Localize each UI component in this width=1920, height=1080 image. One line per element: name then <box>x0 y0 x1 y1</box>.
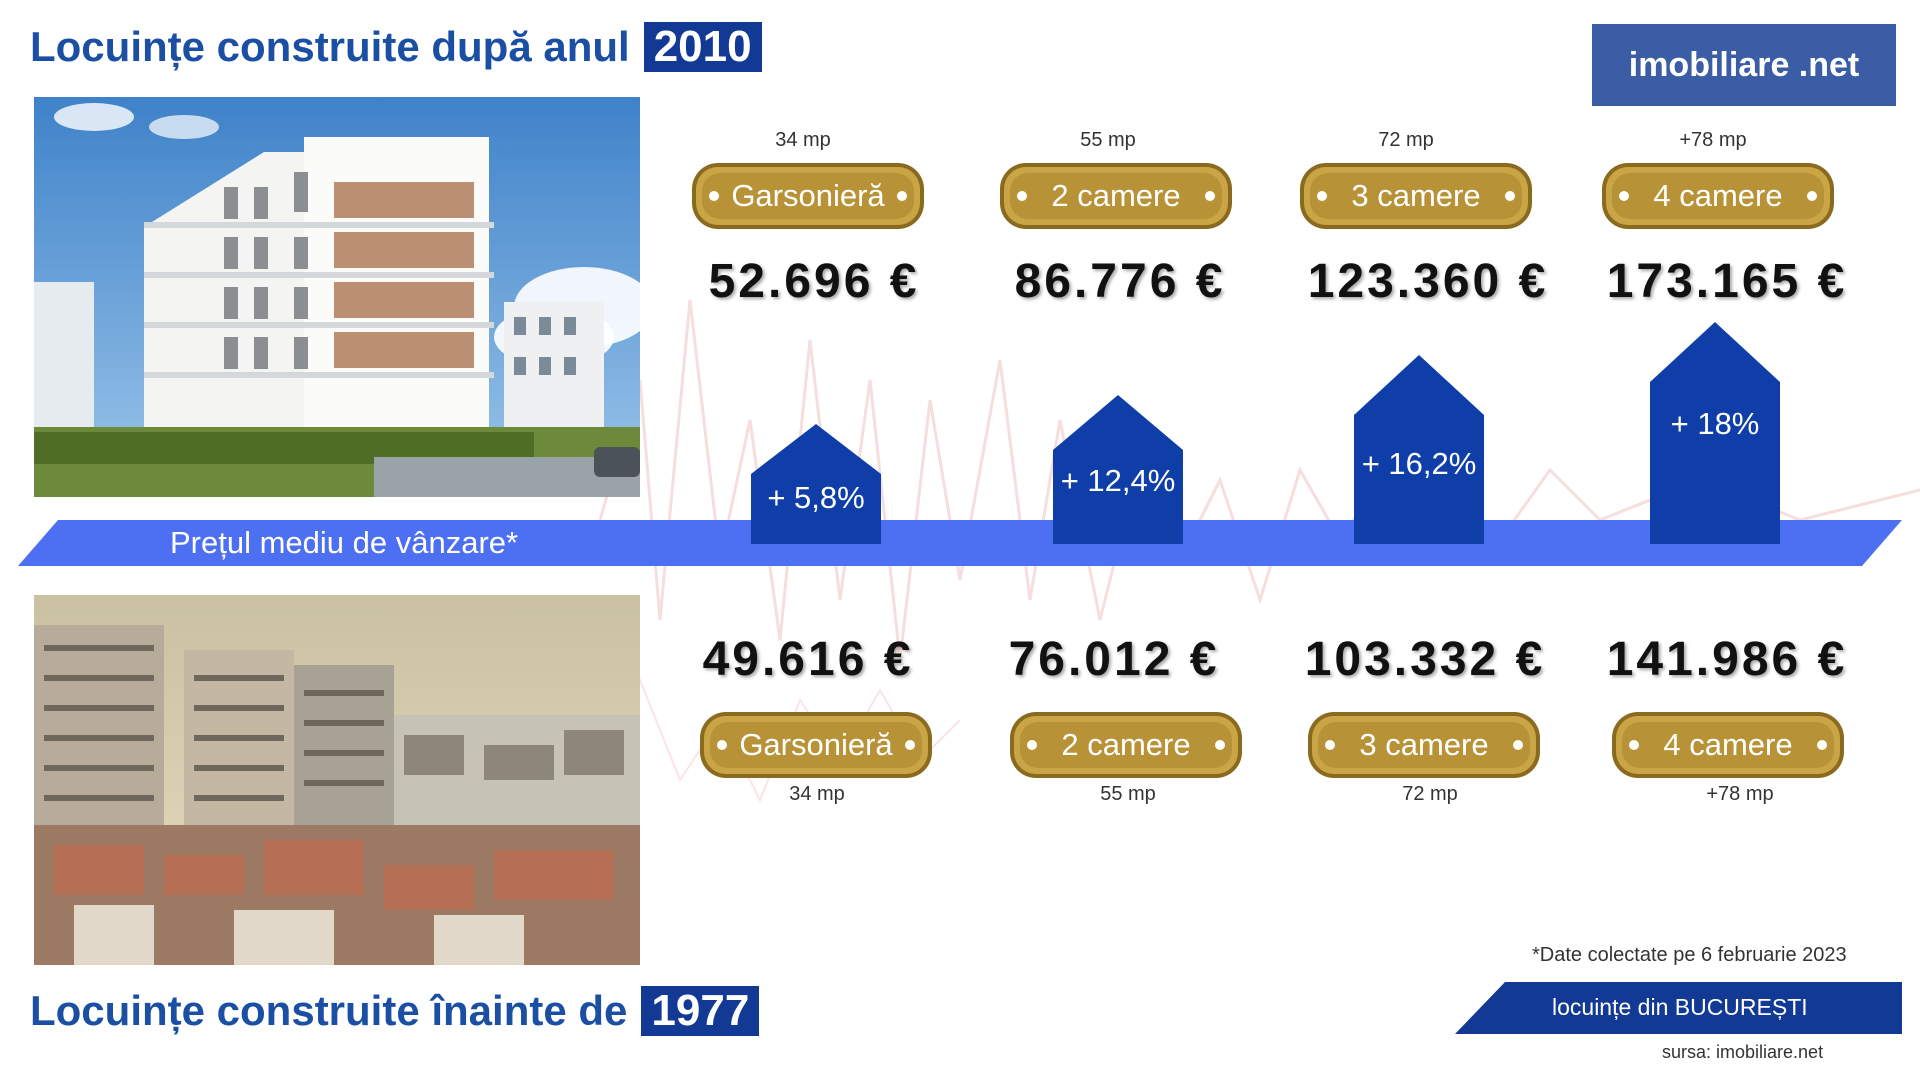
bottom-badge-label-1: Garsonieră <box>739 727 893 762</box>
bottom-area-1: 34 mp <box>789 783 845 805</box>
top-badge-3-camere: 3 camere <box>1298 161 1534 231</box>
house-diff-3 <box>1354 355 1484 544</box>
imobiliare-logo: imobiliare .net <box>1592 24 1896 106</box>
bottom-badge-3-camere: 3 camere <box>1306 710 1542 780</box>
bottom-badge-2-camere: 2 camere <box>1008 710 1244 780</box>
diff-label-2: + 12,4% <box>1060 463 1176 498</box>
bottom-price-4: 141.986 € <box>1606 633 1848 686</box>
top-badge-label-4: 4 camere <box>1653 178 1783 213</box>
bottom-price-3: 103.332 € <box>1304 633 1546 686</box>
house-diff-1 <box>751 424 881 544</box>
bottom-badge-label-2: 2 camere <box>1061 727 1191 762</box>
bottom-area-3: 72 mp <box>1402 783 1458 805</box>
bottom-badge-label-3: 3 camere <box>1359 727 1489 762</box>
diff-label-1: + 5,8% <box>767 480 865 515</box>
bottom-title: Locuințe construite înainte de 1977 <box>30 986 760 1036</box>
top-year-badge: 2010 <box>643 22 762 72</box>
top-price-3: 123.360 € <box>1307 255 1549 308</box>
data-note: *Date colectate pe 6 februarie 2023 <box>1532 944 1847 966</box>
top-badge-garsoniera: Garsonieră <box>690 161 926 231</box>
top-area-2: 55 mp <box>1080 129 1136 151</box>
modern-building-photo <box>34 97 640 497</box>
top-badge-2-camere: 2 camere <box>998 161 1234 231</box>
city-tag: locuințe din BUCUREȘTI <box>1552 994 1808 1020</box>
bottom-badge-label-4: 4 camere <box>1663 727 1793 762</box>
top-price-4: 173.165 € <box>1606 255 1848 308</box>
bottom-price-1: 49.616 € <box>702 633 914 686</box>
city-tag-shape <box>1455 982 1902 1034</box>
bottom-area-4: +78 mp <box>1706 783 1774 805</box>
top-title-text: Locuințe construite după anul <box>30 23 630 70</box>
bottom-area-2: 55 mp <box>1100 783 1156 805</box>
top-area-1: 34 mp <box>775 129 831 151</box>
diff-label-4: + 18% <box>1670 406 1760 441</box>
top-price-1: 52.696 € <box>708 255 920 308</box>
source-note: sursa: imobiliare.net <box>1662 1042 1824 1062</box>
bottom-price-2: 76.012 € <box>1008 633 1220 686</box>
band-label: Prețul mediu de vânzare* <box>170 525 519 560</box>
top-area-4: +78 mp <box>1679 129 1747 151</box>
bottom-badge-4-camere: 4 camere <box>1610 710 1846 780</box>
top-badge-4-camere: 4 camere <box>1600 161 1836 231</box>
diff-label-3: + 16,2% <box>1361 446 1477 481</box>
top-badge-label-1: Garsonieră <box>731 178 885 213</box>
old-blocks-photo <box>34 595 640 965</box>
bottom-badge-garsoniera: Garsonieră <box>698 710 934 780</box>
top-badge-label-2: 2 camere <box>1051 178 1181 213</box>
house-diff-2 <box>1053 395 1183 544</box>
top-badge-label-3: 3 camere <box>1351 178 1481 213</box>
bottom-title-text: Locuințe construite înainte de <box>30 987 628 1034</box>
top-price-2: 86.776 € <box>1014 255 1226 308</box>
bottom-year-badge: 1977 <box>641 986 760 1036</box>
top-area-3: 72 mp <box>1378 129 1434 151</box>
house-diff-4 <box>1650 322 1780 544</box>
top-title: Locuințe construite după anul 2010 <box>30 22 762 72</box>
